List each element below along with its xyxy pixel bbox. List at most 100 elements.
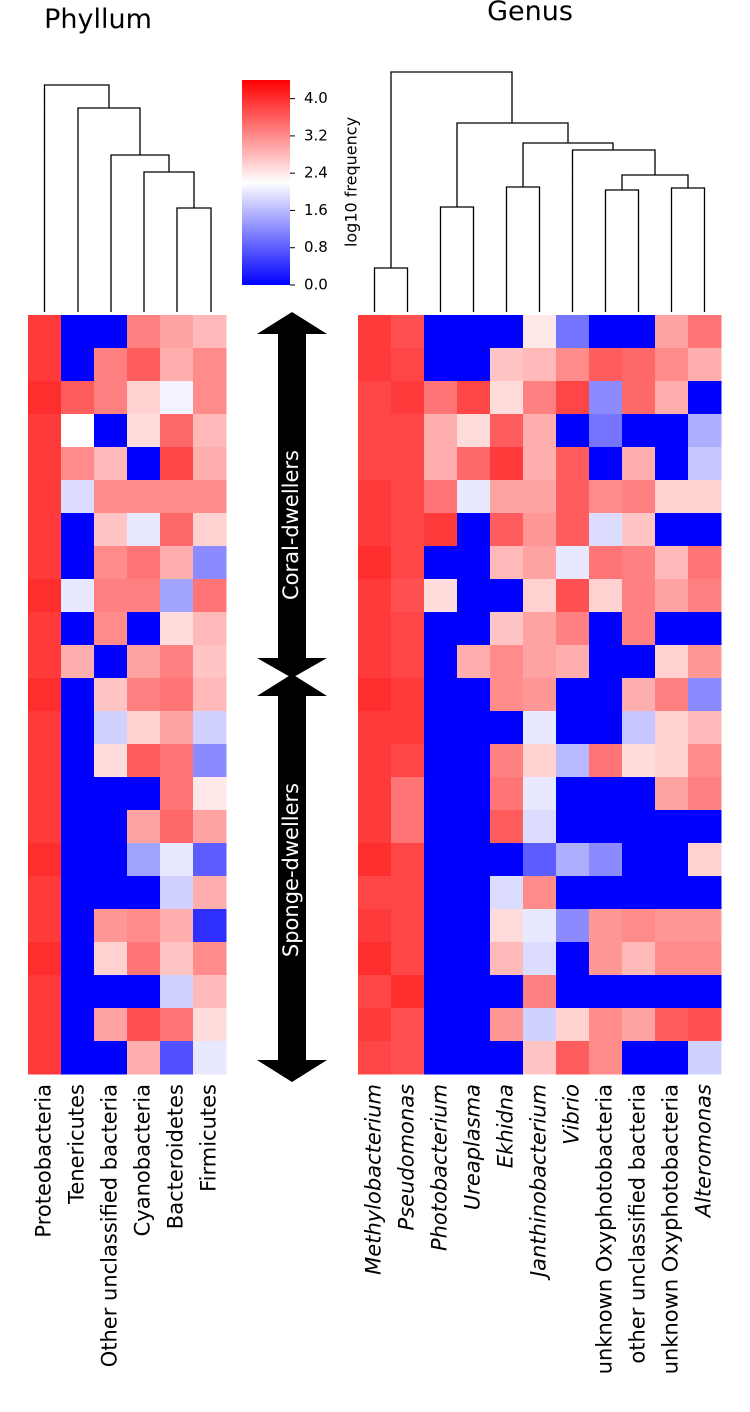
heatmap-cell [127,678,161,712]
heatmap-cell [490,414,524,448]
heatmap-cell [94,744,128,778]
heatmap-cell [358,876,392,910]
heatmap-cell [391,909,425,943]
group-label: Sponge-dwellers [279,783,303,957]
heatmap-cell [424,645,458,679]
heatmap-cell [28,513,62,547]
heatmap-cell [490,546,524,580]
heatmap-cell [523,447,557,481]
heatmap-cell [655,876,689,910]
heatmap-cell [391,843,425,877]
heatmap-cell [655,579,689,613]
heatmap-cell [523,546,557,580]
heatmap-cell [490,381,524,415]
heatmap-cell [193,414,227,448]
heatmap-cell [556,942,590,976]
heatmap-cell [589,744,623,778]
heatmap-cell [391,678,425,712]
heatmap-cell [28,909,62,943]
heatmap-cell [424,777,458,811]
heatmap-cell [160,711,194,745]
heatmap-cell [589,777,623,811]
heatmap-cell [556,810,590,844]
column-label: Photobacterium [428,1084,452,1251]
heatmap-cell [556,645,590,679]
heatmap-cell [94,975,128,1009]
heatmap-cell [490,579,524,613]
heatmap-cell [358,546,392,580]
heatmap-cell [424,744,458,778]
heatmap-cell [94,513,128,547]
heatmap-cell [127,381,161,415]
column-label: other unclassified bacteria [626,1084,650,1364]
heatmap-cell [655,480,689,514]
heatmap-cell [589,843,623,877]
heatmap-cell [127,447,161,481]
heatmap-cell [523,1041,557,1075]
heatmap-cell [358,678,392,712]
heatmap-cell [193,612,227,646]
heatmap-cell [523,645,557,679]
heatmap-cell [688,711,722,745]
heatmap-cell [61,777,95,811]
heatmap-cell [94,777,128,811]
heatmap-cell [556,1008,590,1042]
heatmap-cell [424,843,458,877]
heatmap-cell [193,1008,227,1042]
heatmap-cell [28,1041,62,1075]
heatmap-cell [490,480,524,514]
heatmap-cell [457,579,491,613]
heatmap-cell [28,975,62,1009]
heatmap-cell [622,480,656,514]
heatmap-cell [160,513,194,547]
heatmap-cell [523,414,557,448]
heatmap-cell [424,480,458,514]
heatmap-cell [94,1041,128,1075]
heatmap-cell [622,513,656,547]
heatmap-cell [622,612,656,646]
heatmap-cell [193,909,227,943]
heatmap-cell [160,975,194,1009]
colorbar-label: log10 frequency [342,117,361,247]
heatmap-cell [61,513,95,547]
heatmap-cell [61,1008,95,1042]
heatmap-cell [94,909,128,943]
heatmap-cell [688,909,722,943]
heatmap-cell [358,645,392,679]
heatmap-cell [688,645,722,679]
heatmap-cell [523,1008,557,1042]
heatmap-cell [61,876,95,910]
heatmap-cell [358,711,392,745]
heatmap-cell [556,843,590,877]
heatmap-cell [391,711,425,745]
heatmap-cell [94,315,128,349]
heatmap-cell [94,447,128,481]
heatmap-cell [490,513,524,547]
heatmap-cell [490,612,524,646]
heatmap-cell [61,678,95,712]
heatmap-cell [655,348,689,382]
heatmap-cell [523,315,557,349]
heatmap-cell [358,579,392,613]
heatmap-cell [589,876,623,910]
heatmap-cell [688,348,722,382]
heatmap-cell [193,810,227,844]
heatmap-cell [556,744,590,778]
heatmap-cell [655,447,689,481]
heatmap-cell [61,843,95,877]
heatmap-cell [655,843,689,877]
heatmap-cell [589,942,623,976]
heatmap-cell [160,810,194,844]
heatmap-cell [160,480,194,514]
chart-title: Phyllum [44,4,152,35]
heatmap-cell [424,348,458,382]
heatmap-cell [457,381,491,415]
heatmap-cell [490,447,524,481]
heatmap-cell [622,876,656,910]
heatmap-cell [94,579,128,613]
heatmap-cell [193,942,227,976]
heatmap-cell [424,579,458,613]
heatmap-cell [490,348,524,382]
heatmap-cell [28,810,62,844]
heatmap-cell [523,810,557,844]
